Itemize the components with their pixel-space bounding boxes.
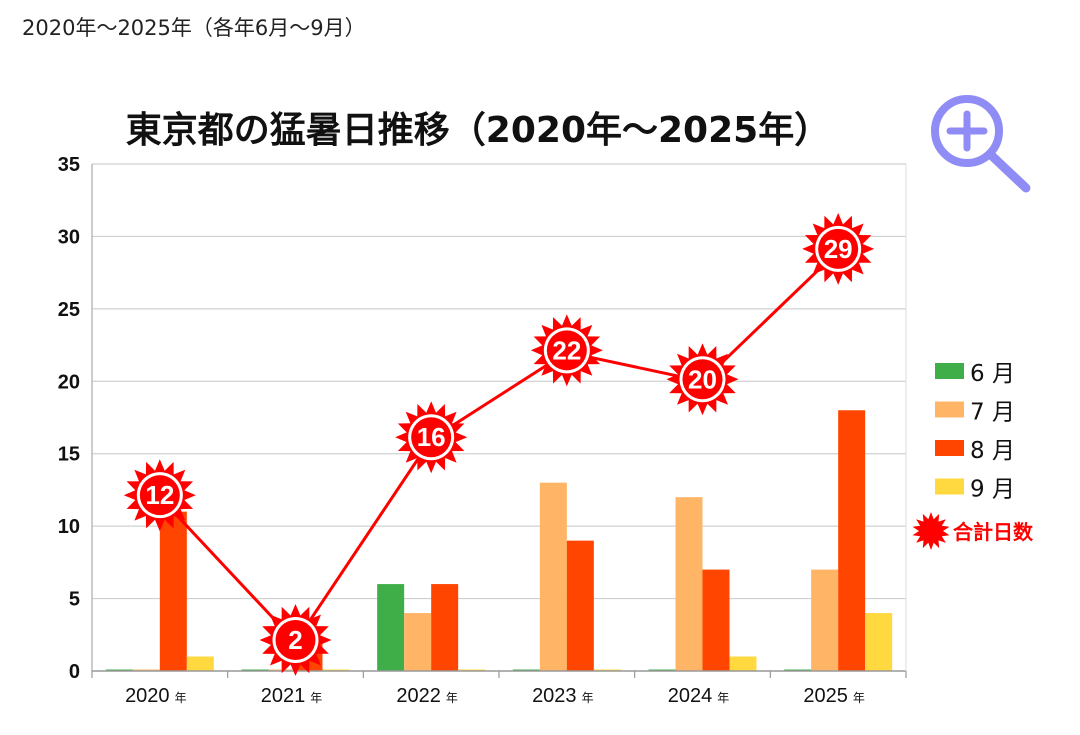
total-value-label: 2 (288, 625, 302, 655)
y-tick-label: 0 (69, 661, 80, 683)
y-tick-label: 30 (58, 226, 80, 248)
legend-label-august: 8 月 (970, 438, 1015, 464)
y-tick-label: 25 (58, 299, 80, 321)
total-line: 12 2 16 22 20 29 (123, 212, 875, 676)
sun-marker-core (275, 620, 316, 661)
zoom-in-icon[interactable] (928, 92, 1038, 202)
bars (105, 410, 893, 671)
legend-swatch-september (935, 478, 964, 495)
bar-july (811, 569, 839, 671)
chart-title: 東京都の猛暑日推移（2020年～2025年） (126, 109, 830, 151)
legend-label-july: 7 月 (970, 400, 1015, 426)
legend-sun-core (920, 520, 942, 542)
y-tick-label: 35 (58, 154, 80, 176)
x-tick-label: 2022 年 (396, 685, 458, 707)
sun-marker-core (411, 417, 452, 458)
sun-marker-core (818, 228, 859, 269)
legend-swatch-july (935, 401, 964, 418)
bar-august (566, 540, 594, 671)
y-tick-label: 15 (58, 444, 80, 466)
x-tick-label: 2023 年 (532, 685, 594, 707)
total-value-label: 16 (417, 422, 446, 452)
bar-july (404, 613, 432, 671)
legend-label-september: 9 月 (970, 477, 1015, 503)
bar-september (186, 656, 214, 671)
legend-label-june: 6 月 (970, 361, 1015, 387)
total-value-label: 20 (688, 364, 717, 394)
total-value-label: 22 (552, 335, 581, 365)
x-tick-label: 2025 年 (803, 685, 865, 707)
total-value-label: 29 (824, 234, 853, 264)
sun-marker-core (682, 359, 723, 400)
total-line-path (158, 249, 840, 645)
bar-july (539, 482, 567, 671)
x-tick-label: 2020 年 (125, 685, 187, 707)
bar-september (729, 656, 757, 671)
x-tick-label: 2024 年 (668, 685, 730, 707)
sun-marker-core (139, 475, 180, 516)
legend-swatch-august (935, 440, 964, 456)
x-tick-label: 2021 年 (261, 685, 323, 707)
y-tick-label: 5 (69, 589, 80, 611)
sun-marker-core (546, 330, 587, 371)
bar-august (431, 584, 459, 671)
total-value-label: 12 (145, 480, 174, 510)
bar-july (675, 497, 703, 671)
bar-june (377, 584, 405, 671)
y-tick-label: 10 (58, 516, 80, 538)
bar-august (838, 410, 866, 671)
bar-september (865, 613, 893, 671)
page-caption: 2020年～2025年（各年6月～9月） (22, 16, 366, 40)
legend-label-total: 合計日数 (953, 520, 1034, 544)
bar-august (159, 511, 187, 671)
legend-swatch-june (935, 363, 964, 379)
y-tick-label: 20 (58, 371, 80, 393)
grid-lines (92, 163, 906, 600)
bar-august (702, 569, 730, 671)
